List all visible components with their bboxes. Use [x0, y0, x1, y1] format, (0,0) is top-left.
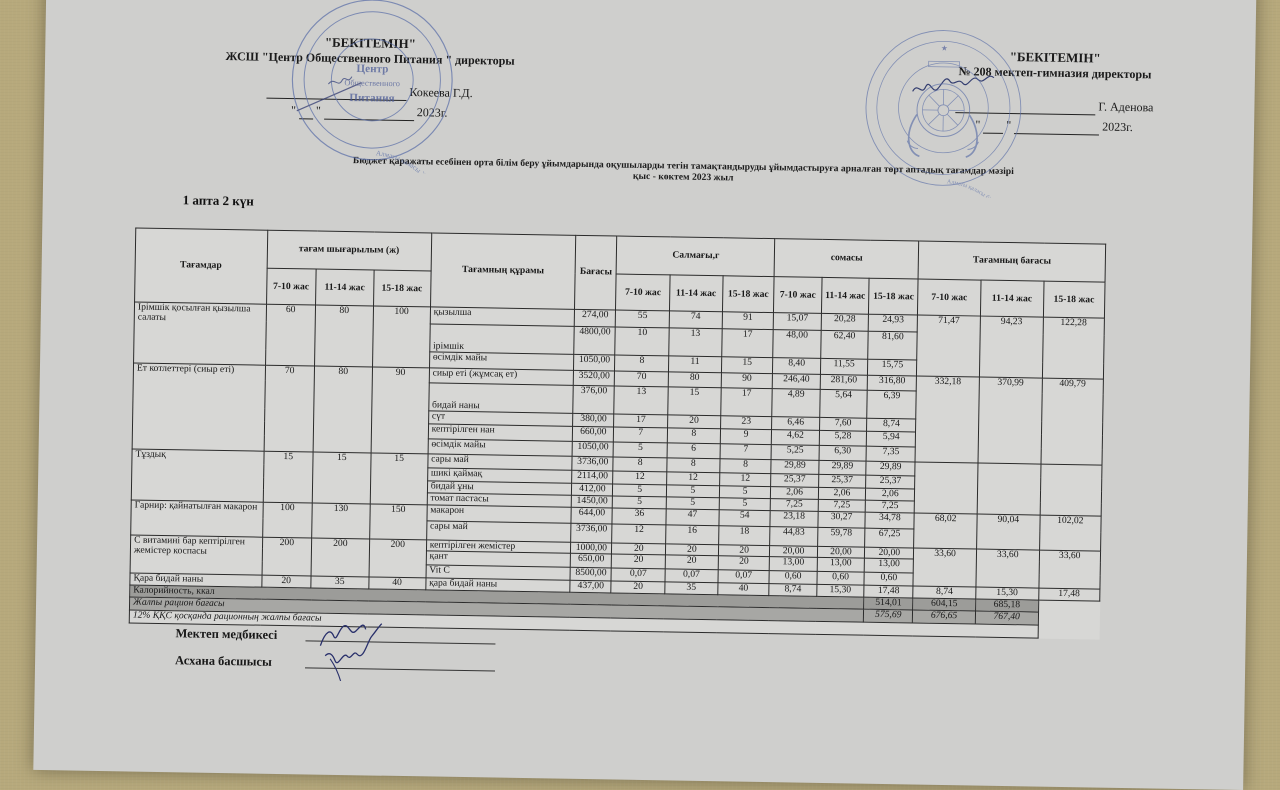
svg-text:Центр: Центр [356, 63, 388, 76]
svg-text:Алматы қаласы Жауыбаев Республ: Алматы қаласы Жауыбаев Республикасы "Алм… [373, 149, 452, 174]
svg-text:★: ★ [941, 44, 948, 53]
svg-text:Питания: Питания [349, 92, 395, 105]
svg-text:Алматы қаласы бiлiм басқармасы: Алматы қаласы бiлiм басқармасының мемлек… [945, 179, 1021, 198]
